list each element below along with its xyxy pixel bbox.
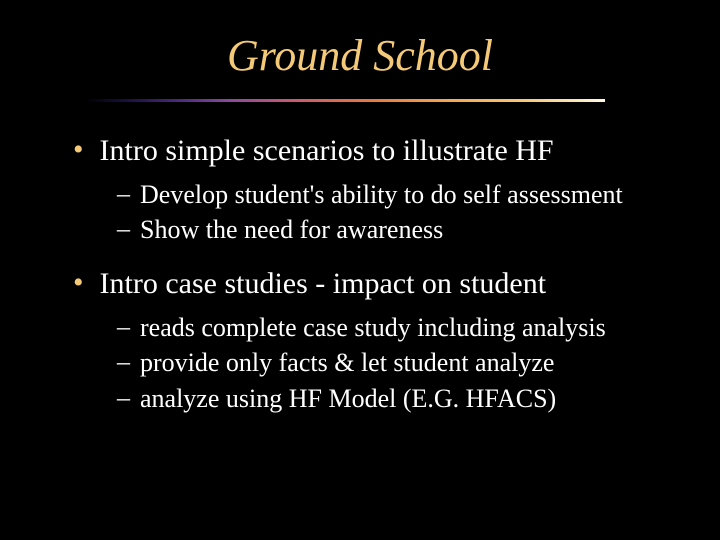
bullet-text: Intro case studies - impact on student: [100, 265, 547, 303]
bullet-level2: – Show the need for awareness: [55, 213, 665, 247]
bullet-marker-icon: –: [117, 178, 130, 211]
bullet-level2: – Develop student's ability to do self a…: [55, 178, 665, 212]
bullet-level2: – provide only facts & let student analy…: [55, 346, 665, 380]
bullet-level1: • Intro simple scenarios to illustrate H…: [55, 132, 665, 170]
bullet-text: analyze using HF Model (E.G. HFACS): [140, 382, 556, 416]
bullet-marker-icon: –: [117, 311, 130, 344]
bullet-marker-icon: –: [117, 213, 130, 246]
bullet-text: provide only facts & let student analyze: [140, 346, 554, 380]
bullet-text: Show the need for awareness: [140, 213, 443, 247]
bullet-text: reads complete case study including anal…: [140, 311, 606, 345]
bullet-marker-icon: –: [117, 346, 130, 379]
slide-title: Ground School: [55, 30, 665, 81]
bullet-marker-icon: –: [117, 382, 130, 415]
bullet-level1: • Intro case studies - impact on student: [55, 265, 665, 303]
bullet-marker-icon: •: [73, 265, 84, 301]
spacer: [55, 249, 665, 265]
bullet-text: Develop student's ability to do self ass…: [140, 178, 623, 212]
bullet-text: Intro simple scenarios to illustrate HF: [100, 132, 554, 170]
title-underline-gradient: [85, 99, 605, 102]
slide: Ground School • Intro simple scenarios t…: [0, 0, 720, 540]
bullet-level2: – analyze using HF Model (E.G. HFACS): [55, 382, 665, 416]
bullet-marker-icon: •: [73, 132, 84, 168]
bullet-level2: – reads complete case study including an…: [55, 311, 665, 345]
